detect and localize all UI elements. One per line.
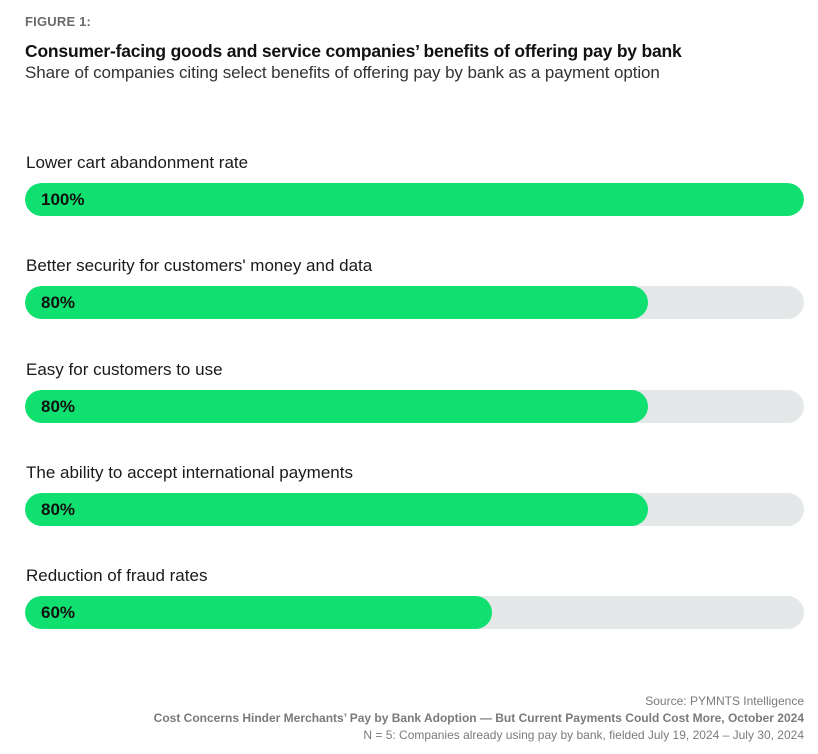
bar-track: 100%	[25, 183, 804, 216]
bar-value-label: 80%	[41, 499, 76, 519]
bar-track: 80%	[25, 492, 804, 526]
bar-category-label: Easy for customers to use	[26, 359, 223, 379]
bar-category-label: The ability to accept international paym…	[26, 462, 353, 482]
bar-fill	[25, 183, 804, 216]
chart-title: Consumer-facing goods and service compan…	[25, 41, 682, 61]
bar-fill	[25, 492, 648, 526]
bar-track: 80%	[25, 389, 804, 423]
bar-category-label: Better security for customers' money and…	[26, 256, 373, 276]
bar-chart: Lower cart abandonment rate 100% Better se…	[25, 153, 804, 630]
chart-subtitle: Share of companies citing select benefit…	[25, 63, 660, 82]
footer-report-title: Cost Concerns Hinder Merchants’ Pay by B…	[153, 711, 804, 725]
bar-value-label: 80%	[41, 396, 76, 416]
bar-value-label: 80%	[41, 293, 76, 313]
bar-track: 80%	[25, 286, 804, 320]
bar-track: 60%	[25, 596, 804, 630]
bar-fill	[25, 596, 492, 630]
footer-sample-note: N = 5: Companies already using pay by ba…	[363, 728, 804, 742]
bar-category-label: Reduction of fraud rates	[26, 566, 208, 586]
footer-source: Source: PYMNTS Intelligence	[645, 694, 804, 708]
bar-fill	[25, 286, 648, 320]
bar-value-label: 100%	[41, 190, 85, 209]
figure-label: FIGURE 1:	[25, 14, 92, 29]
bar-value-label: 60%	[41, 603, 76, 623]
bar-fill	[25, 389, 648, 423]
bar-category-label: Lower cart abandonment rate	[26, 153, 249, 172]
